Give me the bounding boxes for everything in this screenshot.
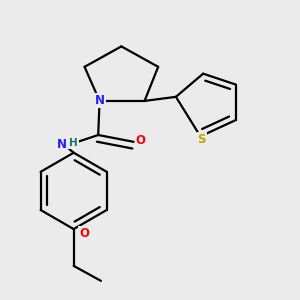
Text: H: H — [69, 138, 78, 148]
Text: S: S — [198, 133, 206, 146]
Text: O: O — [79, 227, 89, 240]
Text: O: O — [136, 134, 146, 147]
Text: N: N — [57, 138, 67, 151]
Text: N: N — [94, 94, 105, 107]
